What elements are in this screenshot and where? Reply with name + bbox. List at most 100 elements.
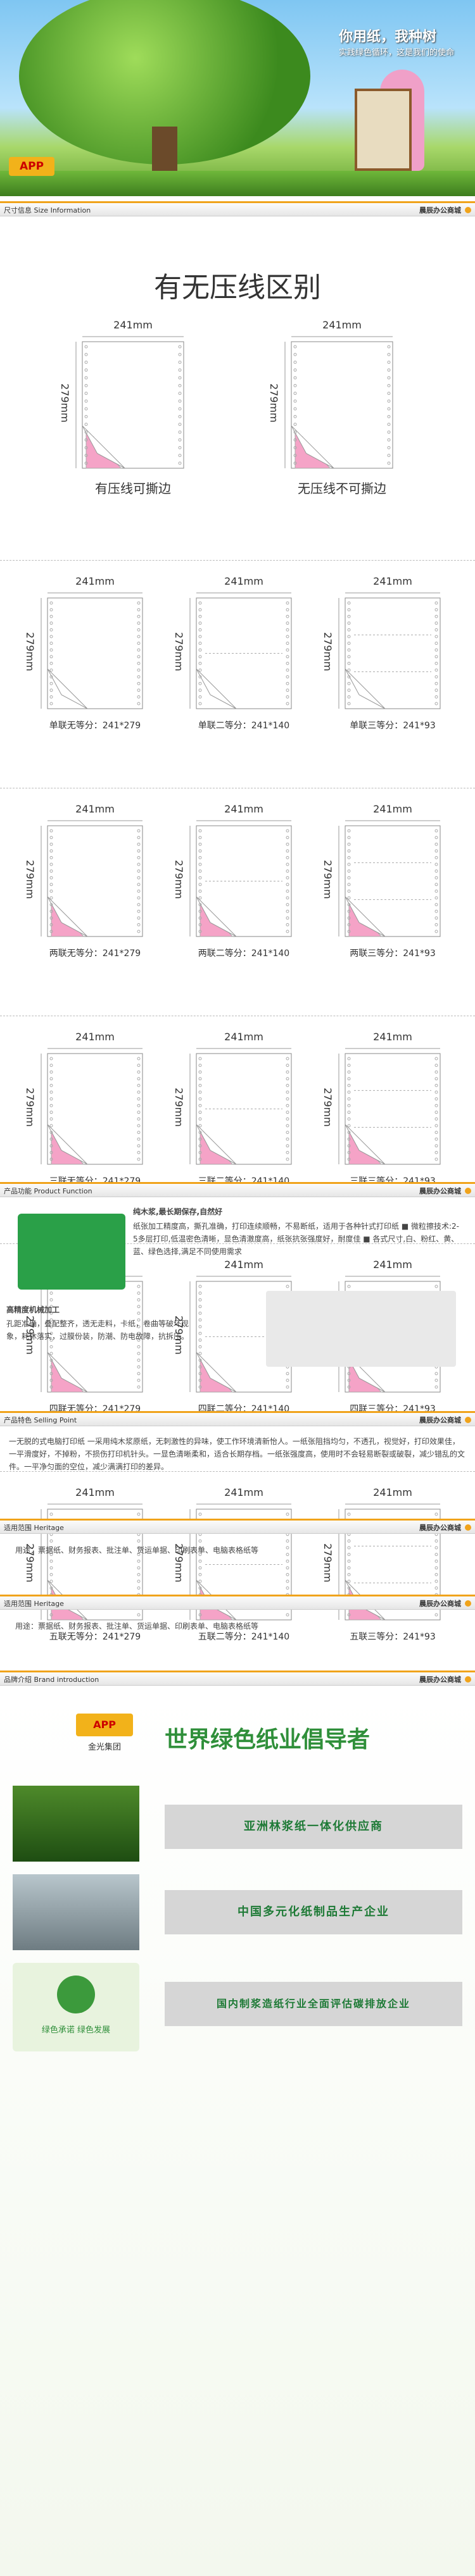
tractor-hole <box>286 1064 289 1067</box>
tractor-hole <box>198 889 202 893</box>
tractor-hole <box>49 648 53 652</box>
tractor-hole <box>286 1157 289 1161</box>
store-link[interactable]: 晨辰办公商城 <box>419 1600 461 1608</box>
tractor-hole <box>137 909 141 913</box>
tractor-hole <box>434 702 438 706</box>
height-label: 279mm <box>322 1087 334 1127</box>
tractor-hole <box>137 1539 141 1543</box>
tractor-hole <box>49 1345 53 1348</box>
tractor-hole <box>198 1291 202 1295</box>
tractor-hole <box>137 1298 141 1302</box>
tractor-hole <box>387 454 391 457</box>
tractor-hole <box>49 1385 53 1389</box>
tractor-hole <box>137 1077 141 1081</box>
tractor-hole <box>293 414 297 418</box>
tractor-hole <box>198 601 202 605</box>
tractor-hole <box>434 661 438 665</box>
tractor-hole <box>198 1090 202 1094</box>
tractor-hole <box>198 628 202 632</box>
tractor-hole <box>347 1111 351 1114</box>
store-link[interactable]: 晨辰办公商城 <box>419 1416 461 1424</box>
tractor-hole <box>137 621 141 625</box>
tractor-hole <box>49 1311 53 1315</box>
tractor-hole <box>137 1291 141 1295</box>
tractor-hole <box>49 1057 53 1061</box>
tractor-hole <box>198 614 202 618</box>
tractor-hole <box>286 1378 289 1382</box>
tractor-hole <box>84 352 88 356</box>
tractor-hole <box>84 368 88 372</box>
tractor-hole <box>49 1298 53 1302</box>
tractor-hole <box>49 1352 53 1355</box>
tractor-hole <box>137 1090 141 1094</box>
tractor-hole <box>347 1157 351 1161</box>
tractor-hole <box>434 1057 438 1061</box>
tractor-hole <box>347 1539 351 1543</box>
height-label: 279mm <box>322 859 334 899</box>
tractor-hole <box>137 896 141 900</box>
tractor-hole <box>198 1070 202 1074</box>
function-subbody: 孔距准确，叠配整齐，透无走料，卡纸，卷曲等破坏现象，耗休落实，过膜份装，防潮、防… <box>6 1319 189 1341</box>
tractor-hole <box>286 1285 289 1288</box>
tractor-hole <box>347 829 351 833</box>
tractor-hole <box>286 642 289 645</box>
tractor-hole <box>198 1144 202 1148</box>
tractor-hole <box>137 1083 141 1087</box>
tractor-hole <box>286 1539 289 1543</box>
tractor-hole <box>198 1137 202 1141</box>
store-link[interactable]: 晨辰办公商城 <box>419 206 461 215</box>
height-label: 279mm <box>322 632 334 671</box>
tractor-hole <box>137 903 141 907</box>
function-subtitle: 高精度机械加工 <box>6 1305 60 1314</box>
store-link[interactable]: 晨辰办公商城 <box>419 1187 461 1195</box>
tractor-hole <box>198 1613 202 1617</box>
tractor-hole <box>137 916 141 920</box>
tractor-hole <box>434 836 438 840</box>
tractor-hole <box>49 1572 53 1576</box>
layout-caption: 五联无等分：241*279 <box>49 1632 141 1642</box>
tractor-hole <box>49 842 53 846</box>
store-link[interactable]: 晨辰办公商城 <box>419 1676 461 1684</box>
tractor-hole <box>137 1111 141 1114</box>
tractor-hole <box>434 695 438 699</box>
tractor-hole <box>293 423 297 426</box>
tractor-hole <box>137 829 141 833</box>
tractor-hole <box>387 368 391 372</box>
layout-caption: 单联二等分：241*140 <box>198 721 290 731</box>
tractor-hole <box>49 909 53 913</box>
tractor-hole <box>347 842 351 846</box>
tractor-hole <box>347 889 351 893</box>
tractor-hole <box>198 608 202 612</box>
height-label: 279mm <box>24 859 36 899</box>
tractor-hole <box>434 1566 438 1570</box>
paper-diagram <box>189 1048 292 1165</box>
tractor-hole <box>347 1077 351 1081</box>
tractor-hole <box>286 1117 289 1121</box>
tractor-hole <box>178 430 182 434</box>
tractor-hole <box>286 869 289 873</box>
tractor-hole <box>84 383 88 387</box>
tractor-hole <box>49 628 53 632</box>
store-icon <box>465 1188 471 1194</box>
tractor-hole <box>84 407 88 411</box>
tractor-hole <box>49 829 53 833</box>
tractor-hole <box>434 889 438 893</box>
tractor-hole <box>434 896 438 900</box>
tractor-hole <box>137 1124 141 1128</box>
easel <box>355 89 412 171</box>
tractor-hole <box>198 883 202 887</box>
tractor-hole <box>347 1137 351 1141</box>
tractor-hole <box>49 889 53 893</box>
tractor-hole <box>347 903 351 907</box>
tractor-hole <box>198 1352 202 1355</box>
section-title: 适用范围 Heritage <box>4 1600 64 1608</box>
tractor-hole <box>434 648 438 652</box>
tractor-hole <box>198 1057 202 1061</box>
tractor-hole <box>137 614 141 618</box>
tractor-hole <box>434 614 438 618</box>
tractor-hole <box>137 1137 141 1141</box>
paper-diagram <box>284 336 393 469</box>
store-link[interactable]: 晨辰办公商城 <box>419 1524 461 1532</box>
tractor-hole <box>49 655 53 659</box>
tractor-hole <box>198 930 202 933</box>
